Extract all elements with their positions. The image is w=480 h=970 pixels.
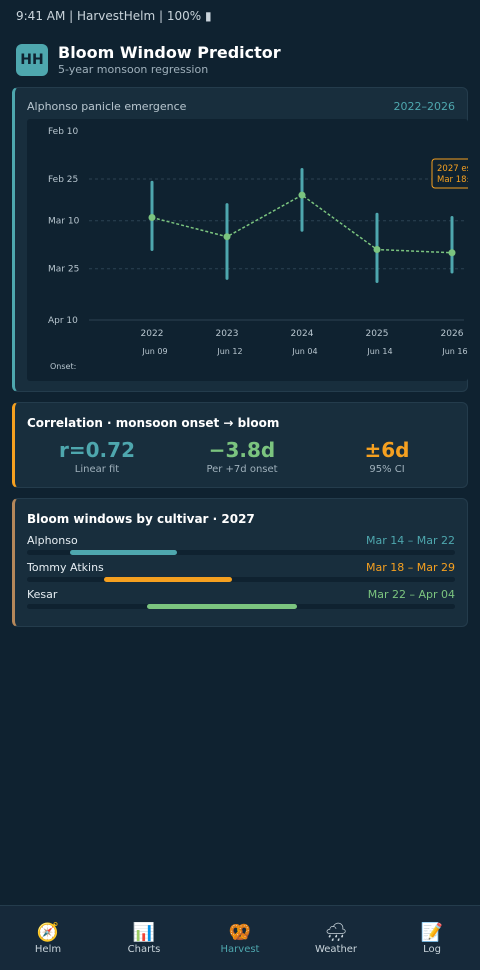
cultivar-row-alphonso[interactable]: Alphonso Mar 14 – Mar 22 [27, 534, 455, 558]
bar-chart-icon: 📊 [132, 921, 156, 943]
bottom-tab-bar: 🧭 Helm 📊 Charts 🥨 Harvest 🌧 Weather 📝 Lo… [0, 905, 480, 970]
cultivar-row-kesar[interactable]: Kesar Mar 22 – Apr 04 [27, 588, 455, 612]
status-bar: 9:41 AM | HarvestHelm | 100% ▮ [16, 9, 212, 23]
bloom-chart-card: Alphonso panicle emergence 2022–2026 Feb… [12, 87, 468, 392]
y-tick-label: Feb 25 [48, 175, 78, 185]
page-title: Bloom Window Predictor [58, 43, 281, 62]
onset-date-label: Jun 12 [216, 347, 242, 356]
rain-cloud-icon: 🌧 [324, 921, 348, 943]
y-tick-label: Mar 25 [48, 265, 79, 275]
app-logo: HH [16, 43, 48, 76]
metric-slope: −3.8d Per +7d onset [172, 438, 312, 475]
trend-line [151, 194, 453, 254]
data-point [448, 249, 456, 257]
cultivar-window-bar [146, 604, 297, 609]
y-tick-label: Apr 10 [48, 316, 78, 326]
cultivar-name: Alphonso [27, 534, 78, 547]
x-tick-label: 2023 [216, 329, 239, 339]
app-header: HH Bloom Window Predictor 5-year monsoon… [16, 43, 281, 76]
correlation-title: Correlation · monsoon onset → bloom [27, 416, 280, 430]
cultivar-window-bar [69, 550, 177, 555]
chart-title: Alphonso panicle emergence [27, 100, 187, 113]
metric-slope-value: −3.8d [208, 438, 276, 462]
data-point [148, 213, 156, 221]
metric-ci-value: ±6d [364, 438, 410, 462]
metric-r-value: r=0.72 [59, 438, 135, 462]
cultivar-track [27, 550, 455, 555]
metric-r-label: Linear fit [74, 464, 120, 475]
tab-log[interactable]: 📝 Log [384, 906, 480, 970]
y-tick-label: Mar 10 [48, 217, 80, 227]
cultivar-track [27, 604, 455, 609]
onset-date-label: Jun 16 [441, 347, 467, 356]
onset-row-label: Onset: [50, 362, 76, 371]
data-point [223, 233, 231, 241]
metric-r: r=0.72 Linear fit [27, 438, 167, 475]
metric-ci-label: 95% CI [369, 464, 405, 475]
correlation-card: Correlation · monsoon onset → bloom r=0.… [12, 402, 468, 488]
cultivar-track [27, 577, 455, 582]
data-point [298, 191, 306, 199]
tab-weather[interactable]: 🌧 Weather [288, 906, 384, 970]
onset-date-label: Jun 09 [141, 347, 167, 356]
estimate-label: 2027 est [437, 164, 468, 174]
cultivar-name: Tommy Atkins [27, 561, 104, 574]
pretzel-icon: 🥨 [228, 921, 252, 943]
tab-label: Log [423, 943, 441, 955]
tab-charts[interactable]: 📊 Charts [96, 906, 192, 970]
cultivar-window-bar [104, 577, 233, 582]
bloom-chart-svg: Feb 10 Feb 25 Mar 10 Mar 25 Apr 10 2022 Jun 09… [48, 127, 468, 371]
cultivar-dates: Mar 14 – Mar 22 [366, 534, 455, 547]
tab-helm[interactable]: 🧭 Helm [0, 906, 96, 970]
cultivar-dates: Mar 22 – Apr 04 [367, 588, 455, 601]
cultivar-name: Kesar [27, 588, 58, 601]
tab-harvest[interactable]: 🥨 Harvest [192, 906, 288, 970]
cultivar-card: Bloom windows by cultivar · 2027 Alphons… [12, 498, 468, 627]
cultivar-dates: Mar 18 – Mar 29 [366, 561, 455, 574]
metric-slope-label: Per +7d onset [206, 464, 278, 475]
cultivar-row-tommy-atkins[interactable]: Tommy Atkins Mar 18 – Mar 29 [27, 561, 455, 585]
x-tick-label: 2025 [366, 329, 389, 339]
cultivar-title: Bloom windows by cultivar · 2027 [27, 512, 255, 526]
onset-date-label: Jun 04 [291, 347, 317, 356]
x-tick-label: 2022 [141, 329, 164, 339]
compass-icon: 🧭 [36, 921, 60, 943]
estimate-value: Mar 18±6d [437, 175, 468, 185]
memo-icon: 📝 [420, 921, 444, 943]
onset-date-label: Jun 14 [366, 347, 392, 356]
tab-label: Helm [34, 943, 62, 955]
x-tick-label: 2026 [441, 329, 464, 339]
metric-ci: ±6d 95% CI [317, 438, 457, 475]
estimate-callout [431, 158, 468, 189]
tab-label: Harvest [220, 943, 260, 955]
chart-range[interactable]: 2022–2026 [393, 100, 456, 113]
data-point [373, 246, 381, 254]
page-subtitle: 5-year monsoon regression [58, 63, 209, 76]
x-tick-label: 2024 [291, 329, 314, 339]
tab-label: Weather [314, 943, 358, 955]
y-tick-label: Feb 10 [48, 127, 79, 137]
tab-label: Charts [127, 943, 161, 955]
bloom-chart: Feb 10 Feb 25 Mar 10 Mar 25 Apr 10 2022 Jun 09… [27, 119, 468, 381]
